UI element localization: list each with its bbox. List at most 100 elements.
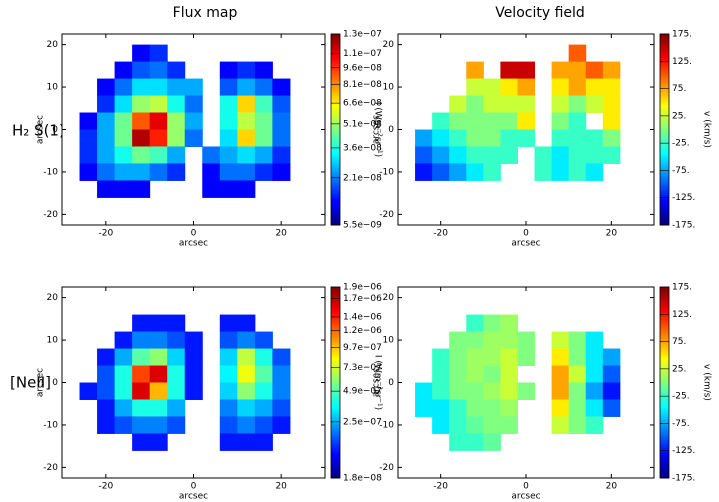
heatmap-cell xyxy=(466,112,484,130)
colorbar-swatch xyxy=(660,359,669,362)
heatmap-cell xyxy=(466,146,484,164)
heatmap-cell xyxy=(449,382,467,400)
heatmap-cell xyxy=(114,95,133,114)
heatmap-cell xyxy=(483,382,501,400)
colorbar-swatch xyxy=(660,102,669,106)
colorbar-swatch xyxy=(331,165,340,169)
colorbar-swatch xyxy=(331,397,340,401)
colorbar-swatch xyxy=(331,85,340,88)
colorbar-swatch xyxy=(660,173,669,176)
heatmap-cell xyxy=(132,314,151,333)
colorbar-tick-label: 1.8e−08 xyxy=(343,474,382,484)
colorbar-swatch xyxy=(660,355,669,359)
colorbar-swatch xyxy=(660,123,669,127)
colorbar-swatch xyxy=(331,403,340,406)
colorbar-swatch xyxy=(331,190,340,193)
heatmap-cell xyxy=(254,95,273,114)
colorbar-swatch xyxy=(660,163,669,167)
heatmap-cell xyxy=(585,129,604,147)
colorbar-swatch xyxy=(660,306,669,309)
colorbar-swatch xyxy=(660,363,669,366)
heatmap-cell xyxy=(449,365,467,383)
colorbar-swatch xyxy=(331,447,340,450)
colorbar-swatch xyxy=(660,344,669,347)
heatmap-cell xyxy=(132,331,151,350)
colorbar-swatch xyxy=(331,135,340,138)
heatmap-cell xyxy=(167,382,186,400)
heatmap-cell xyxy=(517,382,536,400)
colorbar-swatch xyxy=(660,325,669,328)
colorbar-swatch xyxy=(331,129,340,132)
heatmap-cell xyxy=(254,399,273,417)
colorbar-swatch xyxy=(660,58,669,62)
colorbar-swatch xyxy=(331,456,340,460)
colorbar-swatch xyxy=(331,376,340,380)
colorbar-swatch xyxy=(331,466,340,469)
colorbar-swatch xyxy=(660,384,669,387)
y-tick-label: 10 xyxy=(383,83,395,93)
colorbar-swatch xyxy=(660,148,669,151)
heatmap-cell xyxy=(184,78,203,97)
heatmap-cell xyxy=(602,365,621,383)
colorbar-swatch xyxy=(660,330,669,334)
colorbar-tick-label: 1.2e−06 xyxy=(343,326,382,336)
heatmap-cell xyxy=(500,112,518,130)
colorbar-swatch xyxy=(331,47,340,50)
colorbar-swatch xyxy=(660,395,669,399)
heatmap-cell xyxy=(97,348,116,367)
heatmap-cell xyxy=(585,61,604,80)
colorbar-swatch xyxy=(331,445,340,448)
colorbar-swatch xyxy=(660,361,669,364)
colorbar-swatch xyxy=(660,144,669,148)
colorbar-swatch xyxy=(660,190,669,193)
heatmap-cell xyxy=(500,129,518,147)
colorbar-swatch xyxy=(331,355,340,359)
colorbar-swatch xyxy=(331,392,340,395)
colorbar-tick-label: -25. xyxy=(672,139,690,149)
colorbar-swatch xyxy=(331,462,340,466)
heatmap-cell xyxy=(415,382,433,400)
heatmap-cell xyxy=(114,348,133,367)
colorbar-swatch xyxy=(331,290,340,294)
colorbar-swatch xyxy=(660,209,669,213)
colorbar-swatch xyxy=(331,426,340,429)
colorbar-swatch xyxy=(660,118,669,121)
heatmap-cell xyxy=(432,382,450,400)
colorbar-swatch xyxy=(660,179,669,182)
colorbar-swatch xyxy=(660,70,669,73)
colorbar-swatch xyxy=(660,49,669,52)
heatmap-cell xyxy=(449,129,467,147)
colorbar-swatch xyxy=(331,56,340,60)
heatmap-cell xyxy=(114,78,133,97)
heatmap-cell xyxy=(500,365,518,383)
heatmap-cell xyxy=(167,146,186,164)
heatmap-cell xyxy=(202,180,221,198)
colorbar-swatch xyxy=(660,182,669,186)
colorbar-swatch xyxy=(660,181,669,184)
colorbar-swatch xyxy=(660,420,669,424)
heatmap-cell xyxy=(149,163,168,181)
colorbar-swatch xyxy=(660,186,669,190)
heatmap-cell xyxy=(219,180,238,198)
colorbar-swatch xyxy=(660,116,669,119)
heatmap-cell xyxy=(132,180,151,198)
colorbar-swatch xyxy=(660,112,669,115)
colorbar-swatch xyxy=(331,77,340,81)
colorbar-swatch xyxy=(660,45,669,48)
x-tick-label: -20 xyxy=(433,482,448,492)
column-title: Velocity field xyxy=(495,5,585,21)
heatmap-cell xyxy=(568,331,587,350)
heatmap-cell xyxy=(483,331,501,350)
heatmap-cell xyxy=(254,433,273,451)
colorbar-tick-label: 2.1e−08 xyxy=(343,173,382,183)
colorbar-swatch xyxy=(660,418,669,422)
heatmap-cell xyxy=(114,382,133,400)
heatmap-cell xyxy=(272,95,291,114)
heatmap-cell xyxy=(585,416,604,434)
heatmap-cell xyxy=(237,112,256,130)
heatmap-cell xyxy=(219,129,238,147)
colorbar-swatch xyxy=(331,401,340,404)
heatmap-cell xyxy=(167,112,186,130)
colorbar-tick-label: 1.7e−06 xyxy=(343,294,382,304)
